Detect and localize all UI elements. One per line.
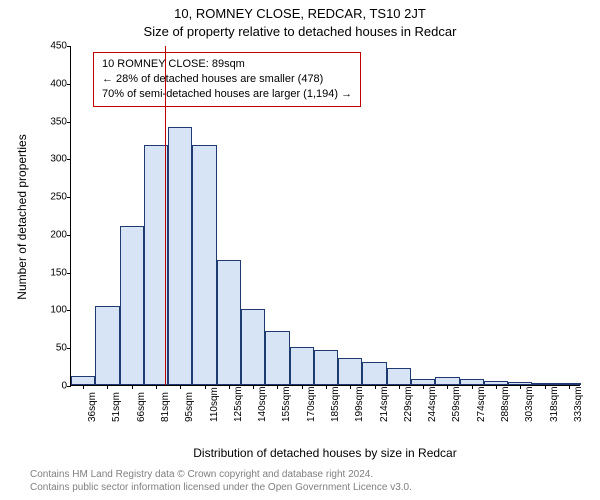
histogram-bar	[71, 376, 95, 385]
x-tick-label: 333sqm	[573, 386, 584, 422]
x-tick-mark	[205, 385, 206, 389]
x-tick-label: 214sqm	[379, 386, 390, 422]
y-tick-label: 0	[41, 381, 67, 392]
y-tick-mark	[67, 159, 71, 160]
histogram-bar	[192, 145, 216, 385]
y-tick-mark	[67, 348, 71, 349]
x-tick-mark	[569, 385, 570, 389]
x-tick-mark	[350, 385, 351, 389]
histogram-bar	[435, 377, 459, 385]
x-tick-label: 140sqm	[257, 386, 268, 422]
y-tick-label: 150	[41, 267, 67, 278]
y-tick-mark	[67, 84, 71, 85]
footer-line1: Contains HM Land Registry data © Crown c…	[30, 468, 412, 481]
x-tick-label: 51sqm	[111, 392, 122, 422]
x-tick-label: 274sqm	[476, 386, 487, 422]
annotation-line3: 70% of semi-detached houses are larger (…	[102, 87, 352, 102]
y-tick-label: 400	[41, 78, 67, 89]
y-tick-mark	[67, 46, 71, 47]
annotation-box: 10 ROMNEY CLOSE: 89sqm ← 28% of detached…	[93, 52, 361, 107]
x-tick-mark	[375, 385, 376, 389]
x-tick-label: 229sqm	[403, 386, 414, 422]
histogram-bar	[241, 309, 265, 385]
x-tick-mark	[447, 385, 448, 389]
y-tick-label: 200	[41, 229, 67, 240]
histogram-bar	[314, 350, 338, 385]
histogram-bar	[290, 347, 314, 385]
histogram-bar	[338, 358, 362, 385]
x-tick-mark	[156, 385, 157, 389]
x-tick-label: 110sqm	[209, 387, 220, 422]
x-axis-label: Distribution of detached houses by size …	[70, 446, 580, 460]
x-tick-label: 155sqm	[281, 386, 292, 422]
x-tick-mark	[472, 385, 473, 389]
x-tick-label: 244sqm	[427, 386, 438, 422]
x-tick-label: 36sqm	[87, 392, 98, 422]
x-tick-mark	[545, 385, 546, 389]
x-tick-label: 170sqm	[306, 386, 317, 422]
histogram-bar	[387, 368, 411, 385]
x-tick-label: 288sqm	[500, 386, 511, 422]
histogram-bar	[95, 306, 119, 385]
y-tick-label: 250	[41, 192, 67, 203]
chart-title-line2: Size of property relative to detached ho…	[0, 24, 600, 39]
x-tick-label: 66sqm	[136, 392, 147, 422]
chart-title-line1: 10, ROMNEY CLOSE, REDCAR, TS10 2JT	[0, 6, 600, 21]
histogram-bar	[265, 331, 289, 385]
x-tick-mark	[302, 385, 303, 389]
x-tick-label: 199sqm	[354, 386, 365, 422]
histogram-bar	[120, 226, 144, 385]
x-tick-mark	[180, 385, 181, 389]
x-tick-mark	[83, 385, 84, 389]
x-tick-mark	[277, 385, 278, 389]
y-tick-mark	[67, 197, 71, 198]
x-tick-label: 81sqm	[160, 392, 171, 422]
y-tick-mark	[67, 310, 71, 311]
y-tick-mark	[67, 386, 71, 387]
y-tick-mark	[67, 235, 71, 236]
x-tick-label: 259sqm	[451, 386, 462, 422]
x-tick-mark	[423, 385, 424, 389]
x-tick-label: 318sqm	[549, 386, 560, 422]
y-tick-label: 50	[41, 343, 67, 354]
footer-line2: Contains public sector information licen…	[30, 481, 412, 494]
x-tick-mark	[496, 385, 497, 389]
histogram-bar	[168, 127, 192, 385]
x-tick-label: 125sqm	[233, 386, 244, 422]
footer-attribution: Contains HM Land Registry data © Crown c…	[30, 468, 412, 494]
y-tick-label: 450	[41, 41, 67, 52]
x-tick-mark	[326, 385, 327, 389]
histogram-bar	[217, 260, 241, 385]
reference-line	[165, 46, 166, 385]
x-tick-mark	[229, 385, 230, 389]
histogram-plot: 10 ROMNEY CLOSE: 89sqm ← 28% of detached…	[70, 46, 580, 386]
y-tick-label: 350	[41, 116, 67, 127]
x-tick-mark	[520, 385, 521, 389]
x-tick-label: 185sqm	[330, 386, 341, 422]
x-tick-label: 303sqm	[524, 386, 535, 422]
annotation-line1: 10 ROMNEY CLOSE: 89sqm	[102, 57, 352, 72]
x-tick-mark	[132, 385, 133, 389]
histogram-bar	[362, 362, 386, 385]
x-tick-mark	[107, 385, 108, 389]
x-tick-mark	[253, 385, 254, 389]
x-tick-label: 95sqm	[184, 392, 195, 422]
annotation-line2: ← 28% of detached houses are smaller (47…	[102, 72, 352, 87]
y-tick-mark	[67, 122, 71, 123]
y-tick-mark	[67, 273, 71, 274]
y-tick-label: 100	[41, 305, 67, 316]
y-tick-label: 300	[41, 154, 67, 165]
y-axis-label: Number of detached properties	[15, 67, 29, 367]
x-tick-mark	[399, 385, 400, 389]
